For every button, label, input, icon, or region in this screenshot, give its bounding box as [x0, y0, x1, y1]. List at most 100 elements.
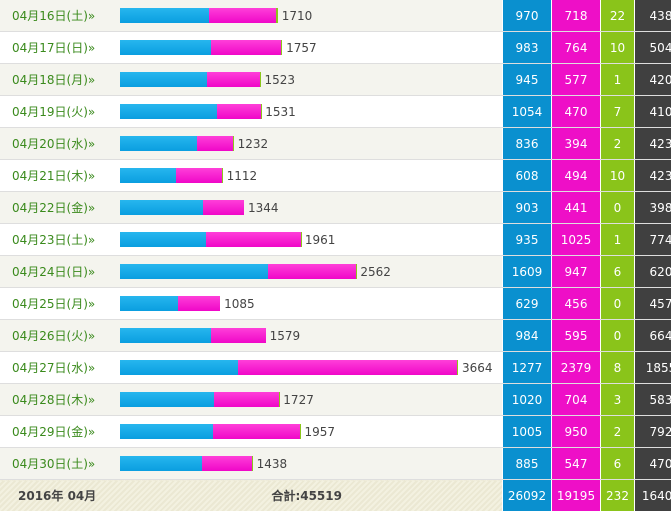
other-bar-segment — [281, 40, 282, 55]
table-row: 04月17日(日)» 1757 983 764 10 504 — [0, 32, 671, 64]
stats-rows: 04月16日(土)» 1710 970 718 22 438 04月17日(日)» 1757 9… — [0, 0, 671, 480]
table-row: 04月29日(金)» 1957 1005 950 2 792 — [0, 416, 671, 448]
table-row: 04月25日(月)» 1085 629 456 0 457 — [0, 288, 671, 320]
date-link[interactable]: 04月26日(火)» — [0, 320, 120, 352]
summary-sp-count: 19195 — [552, 480, 601, 512]
pc-bar-segment — [120, 40, 211, 55]
summary-label-cell: 2016年 04月 合計:45519 — [0, 480, 503, 512]
other-count: 2 — [601, 416, 635, 448]
sp-bar-segment — [214, 392, 279, 407]
day-total: 1232 — [238, 137, 269, 151]
pc-bar-segment — [120, 232, 206, 247]
unique-count: 420 — [635, 64, 671, 96]
bar-cell: 1757 — [120, 32, 503, 64]
sp-count: 547 — [552, 448, 601, 480]
table-row: 04月24日(日)» 2562 1609 947 6 620 — [0, 256, 671, 288]
sp-count: 577 — [552, 64, 601, 96]
bar-cell: 3664 — [120, 352, 503, 384]
date-link[interactable]: 04月18日(月)» — [0, 64, 120, 96]
date-link[interactable]: 04月19日(火)» — [0, 96, 120, 128]
other-count: 0 — [601, 320, 635, 352]
date-link[interactable]: 04月23日(土)» — [0, 224, 120, 256]
table-row: 04月16日(土)» 1710 970 718 22 438 — [0, 0, 671, 32]
bar-cell: 1710 — [120, 0, 503, 32]
other-count: 1 — [601, 224, 635, 256]
other-bar-segment — [222, 168, 223, 183]
bar-cell: 1438 — [120, 448, 503, 480]
date-link[interactable]: 04月24日(日)» — [0, 256, 120, 288]
pc-bar-segment — [120, 200, 203, 215]
other-count: 1 — [601, 64, 635, 96]
unique-count: 1855 — [635, 352, 671, 384]
table-row: 04月20日(水)» 1232 836 394 2 423 — [0, 128, 671, 160]
sp-bar-segment — [217, 104, 260, 119]
sp-count: 456 — [552, 288, 601, 320]
access-stats-table: 04月16日(土)» 1710 970 718 22 438 04月17日(日)» 1757 9… — [0, 0, 671, 511]
pc-bar-segment — [120, 168, 176, 183]
sp-bar-segment — [207, 72, 260, 87]
bar-cell: 1112 — [120, 160, 503, 192]
day-total: 1961 — [305, 233, 336, 247]
unique-count: 583 — [635, 384, 671, 416]
unique-count: 774 — [635, 224, 671, 256]
day-total: 1727 — [283, 393, 314, 407]
bar-cell: 1531 — [120, 96, 503, 128]
bar-cell: 1961 — [120, 224, 503, 256]
sp-count: 950 — [552, 416, 601, 448]
pc-count: 935 — [503, 224, 552, 256]
sp-bar-segment — [176, 168, 222, 183]
summary-unique-count: 16403 — [635, 480, 671, 512]
day-total: 1438 — [257, 457, 288, 471]
unique-count: 664 — [635, 320, 671, 352]
day-total: 1112 — [227, 169, 258, 183]
unique-count: 620 — [635, 256, 671, 288]
sp-bar-segment — [213, 424, 301, 439]
sp-count: 1025 — [552, 224, 601, 256]
other-count: 22 — [601, 0, 635, 32]
date-link[interactable]: 04月16日(土)» — [0, 0, 120, 32]
sp-bar-segment — [178, 296, 220, 311]
pc-count: 1054 — [503, 96, 552, 128]
unique-count: 457 — [635, 288, 671, 320]
bar-cell: 2562 — [120, 256, 503, 288]
sp-bar-segment — [211, 328, 266, 343]
sp-bar-segment — [268, 264, 355, 279]
date-link[interactable]: 04月30日(土)» — [0, 448, 120, 480]
other-count: 10 — [601, 160, 635, 192]
pc-count: 885 — [503, 448, 552, 480]
pc-count: 970 — [503, 0, 552, 32]
day-total: 1579 — [270, 329, 301, 343]
date-link[interactable]: 04月28日(木)» — [0, 384, 120, 416]
day-total: 1710 — [282, 9, 313, 23]
date-link[interactable]: 04月21日(木)» — [0, 160, 120, 192]
date-link[interactable]: 04月20日(水)» — [0, 128, 120, 160]
sp-bar-segment — [197, 136, 233, 151]
table-row: 04月28日(木)» 1727 1020 704 3 583 — [0, 384, 671, 416]
bar-cell: 1957 — [120, 416, 503, 448]
bar-cell: 1523 — [120, 64, 503, 96]
sp-count: 718 — [552, 0, 601, 32]
other-count: 10 — [601, 32, 635, 64]
pc-bar-segment — [120, 8, 209, 23]
other-count: 6 — [601, 448, 635, 480]
table-row: 04月30日(土)» 1438 885 547 6 470 — [0, 448, 671, 480]
pc-count: 836 — [503, 128, 552, 160]
date-link[interactable]: 04月27日(水)» — [0, 352, 120, 384]
bar-cell: 1344 — [120, 192, 503, 224]
day-total: 2562 — [360, 265, 391, 279]
other-bar-segment — [457, 360, 458, 375]
date-link[interactable]: 04月29日(金)» — [0, 416, 120, 448]
sp-count: 764 — [552, 32, 601, 64]
pc-count: 608 — [503, 160, 552, 192]
date-link[interactable]: 04月22日(金)» — [0, 192, 120, 224]
day-total: 1531 — [265, 105, 296, 119]
date-link[interactable]: 04月25日(月)» — [0, 288, 120, 320]
sp-bar-segment — [202, 456, 252, 471]
pc-bar-segment — [120, 72, 207, 87]
summary-month: 2016年 04月 — [18, 487, 96, 504]
unique-count: 423 — [635, 160, 671, 192]
other-bar-segment — [356, 264, 357, 279]
date-link[interactable]: 04月17日(日)» — [0, 32, 120, 64]
table-row: 04月26日(火)» 1579 984 595 0 664 — [0, 320, 671, 352]
pc-count: 1020 — [503, 384, 552, 416]
